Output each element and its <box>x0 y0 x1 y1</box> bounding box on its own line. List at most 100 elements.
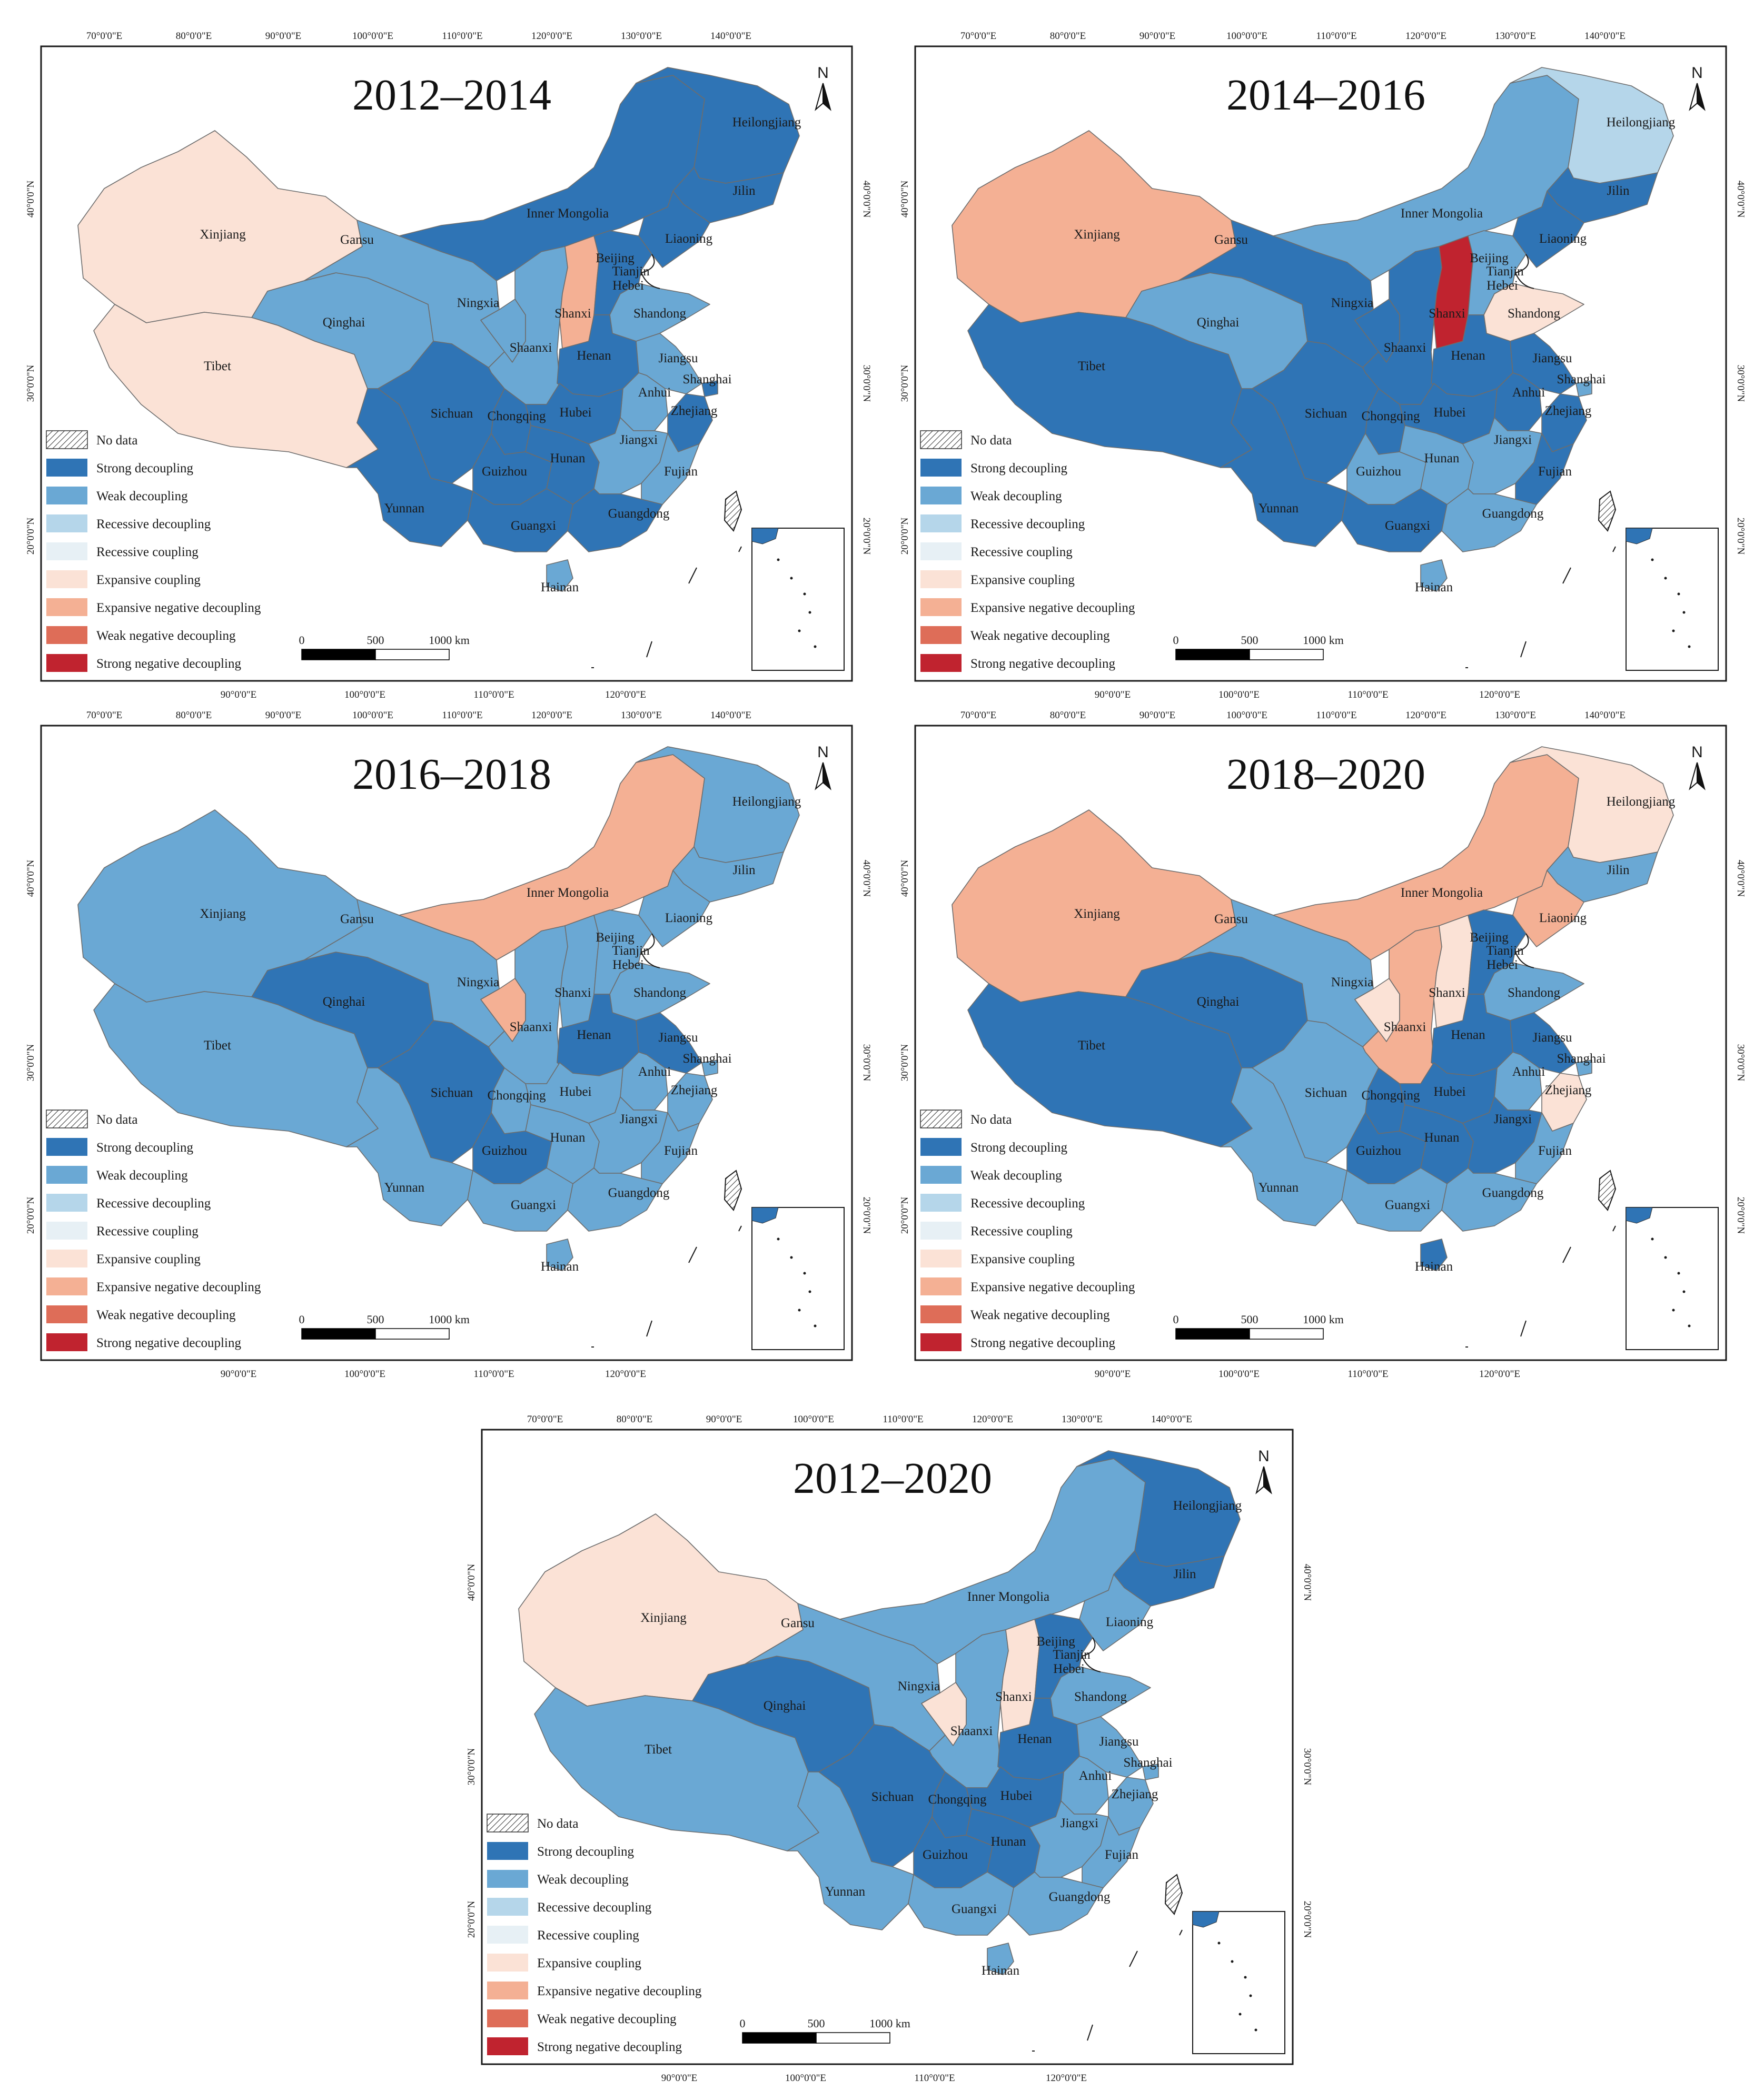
province-fujian <box>1515 433 1574 505</box>
province-label-shanxi: Shanxi <box>554 986 591 1000</box>
province-label-jiangxi: Jiangxi <box>620 1112 658 1126</box>
svg-text:N: N <box>1691 744 1703 761</box>
province-label-xinjiang: Xinjiang <box>640 1611 687 1625</box>
scale-label: 0 <box>299 1313 305 1326</box>
longitude-tick-top: 120°0'0"E <box>531 710 572 721</box>
province-guangdong <box>567 488 663 552</box>
scale-label: 500 <box>1241 1313 1258 1326</box>
island-stroke <box>1562 1246 1571 1263</box>
province-label-tianjin: Tianjin <box>1053 1648 1091 1662</box>
panel-title: 2012–2014 <box>352 71 551 120</box>
legend-label: Weak decoupling <box>96 489 188 503</box>
legend-swatch-expansive-coupling <box>920 1250 962 1267</box>
island-stroke <box>646 1320 652 1337</box>
province-label-liaoning: Liaoning <box>1539 911 1587 925</box>
longitude-tick-top: 90°0'0"E <box>265 31 301 42</box>
province-label-shaanxi: Shaanxi <box>510 341 552 355</box>
province-fujian <box>1515 1112 1574 1184</box>
legend-label: Expansive coupling <box>96 1252 201 1266</box>
legend-swatch-weak-negative-decoupling <box>46 1305 87 1323</box>
longitude-tick-top: 110°0'0"E <box>1316 710 1356 721</box>
province-labels: Xinjiang Tibet Qinghai Gansu Inner Mongolia H… <box>1074 795 1676 1274</box>
scale-bar: 0 500 1000 km <box>1173 1313 1344 1340</box>
province-label-guizhou: Guizhou <box>1356 1144 1402 1158</box>
bohai-coastline <box>640 933 660 968</box>
legend-label: Recessive coupling <box>970 1224 1073 1239</box>
province-label-yunnan: Yunnan <box>384 1181 425 1195</box>
province-yunnan <box>1220 388 1347 547</box>
longitude-tick-top: 140°0'0"E <box>710 31 751 42</box>
south-china-sea-inset <box>751 528 845 671</box>
province-hainan <box>987 1943 1014 1975</box>
legend-label: Strong decoupling <box>970 461 1068 476</box>
province-hainan <box>1420 1239 1448 1271</box>
longitude-tick-top: 100°0'0"E <box>1226 31 1267 42</box>
province-label-shandong: Shandong <box>1508 306 1561 321</box>
legend: No data Strong decoupling Weak decoupling R… <box>46 430 261 672</box>
longitude-tick-top: 140°0'0"E <box>710 710 751 721</box>
province-labels: Xinjiang Tibet Qinghai Gansu Inner Mongolia H… <box>200 795 801 1274</box>
panel-title: 2012–2020 <box>793 1454 992 1503</box>
latitude-tick-right: 30°0'0"N <box>861 1044 872 1082</box>
province-label-xinjiang: Xinjiang <box>200 227 246 242</box>
province-label-hubei: Hubei <box>1433 405 1465 420</box>
province-label-chongqing: Chongqing <box>487 409 546 423</box>
scale-label: 0 <box>1173 633 1179 647</box>
province-label-gansu: Gansu <box>781 1616 815 1630</box>
svg-text:N: N <box>1258 1448 1270 1465</box>
legend-label: Recessive decoupling <box>96 517 211 531</box>
longitude-tick-top: 90°0'0"E <box>1139 710 1175 721</box>
province-label-jilin: Jilin <box>732 863 756 877</box>
legend-label: Weak decoupling <box>96 1168 188 1183</box>
legend-label: Expansive negative decoupling <box>96 601 261 615</box>
province-label-hainan: Hainan <box>541 1260 579 1274</box>
island-stroke <box>738 546 742 552</box>
latitude-tick-left: 30°0'0"N <box>466 1748 477 1785</box>
scale-label: 0 <box>299 633 305 647</box>
province-label-beijing: Beijing <box>1470 251 1509 265</box>
province-label-tibet: Tibet <box>204 359 231 373</box>
legend-label: Strong negative decoupling <box>537 2040 682 2054</box>
legend-swatch-strong-decoupling <box>46 459 87 477</box>
legend-swatch-expansive-negative-decoupling <box>920 598 962 616</box>
province-label-inner-mongolia: Inner Mongolia <box>1401 886 1483 900</box>
province-label-sichuan: Sichuan <box>1305 407 1347 421</box>
longitude-tick-bottom: 90°0'0"E <box>661 2073 697 2084</box>
province-label-shaanxi: Shaanxi <box>1384 1020 1426 1034</box>
province-hainan <box>546 559 573 592</box>
province-label-heilongjiang: Heilongjiang <box>1607 115 1676 130</box>
panel-title: 2018–2020 <box>1226 750 1425 799</box>
longitude-tick-top: 130°0'0"E <box>1495 31 1536 42</box>
bohai-coastline <box>1514 933 1534 968</box>
province-label-guizhou: Guizhou <box>923 1848 968 1862</box>
province-label-sichuan: Sichuan <box>431 407 473 421</box>
legend-swatch-strong-negative-decoupling <box>487 2037 528 2055</box>
legend-swatch-weak-decoupling <box>920 1166 962 1184</box>
province-label-shanxi: Shanxi <box>995 1690 1032 1704</box>
latitude-tick-right: 30°0'0"N <box>1735 365 1746 402</box>
legend-swatch-weak-decoupling <box>920 487 962 504</box>
latitude-tick-left: 30°0'0"N <box>899 1044 910 1081</box>
province-layer <box>518 1450 1241 1975</box>
latitude-tick-right: 30°0'0"N <box>1735 1044 1746 1082</box>
scale-label: 1000 km <box>429 1313 470 1326</box>
province-label-chongqing: Chongqing <box>487 1088 546 1103</box>
province-layer <box>952 67 1674 592</box>
longitude-tick-top: 120°0'0"E <box>531 31 572 42</box>
longitude-tick-top: 120°0'0"E <box>1405 710 1446 721</box>
province-label-guangxi: Guangxi <box>511 1198 556 1212</box>
province-label-anhui: Anhui <box>1512 1065 1545 1079</box>
legend-label: Weak decoupling <box>970 489 1062 503</box>
legend-label: Weak negative decoupling <box>537 2012 677 2026</box>
province-layer <box>77 67 800 592</box>
legend-swatch-strong-decoupling <box>46 1138 87 1156</box>
longitude-tick-top: 140°0'0"E <box>1584 31 1626 42</box>
province-yunnan <box>787 1771 914 1930</box>
province-label-shanghai: Shanghai <box>1123 1756 1172 1770</box>
province-labels: Xinjiang Tibet Qinghai Gansu Inner Mongolia H… <box>1074 115 1676 595</box>
latitude-tick-left: 20°0'0"N <box>25 1196 36 1234</box>
legend-label: Expansive coupling <box>537 1956 641 1970</box>
province-label-henan: Henan <box>1451 1028 1485 1042</box>
province-label-tianjin: Tianjin <box>612 944 650 958</box>
legend-swatch-weak-decoupling <box>46 1166 87 1184</box>
